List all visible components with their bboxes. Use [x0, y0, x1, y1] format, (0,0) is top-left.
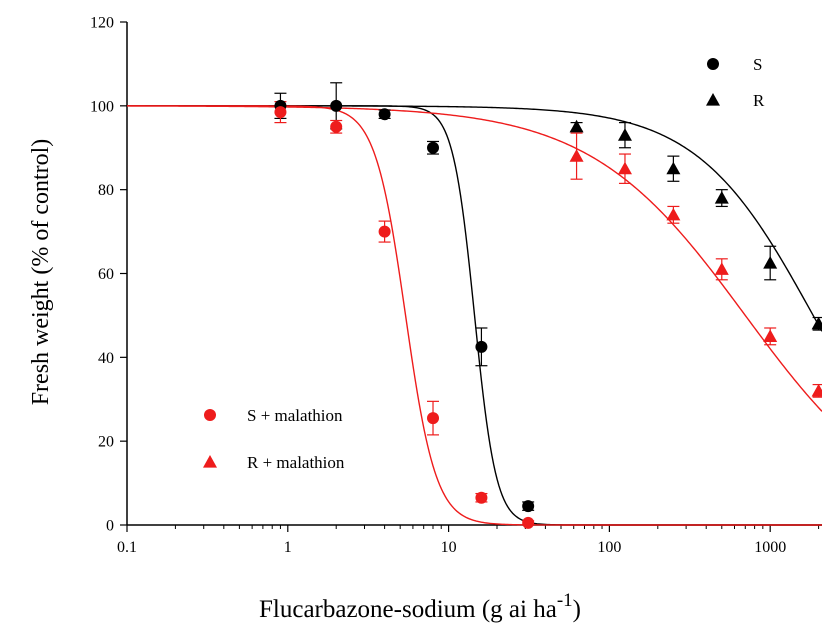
data-point: [666, 161, 681, 175]
fit-curves: [127, 105, 822, 526]
data-point: [427, 412, 440, 425]
legend-entry: R: [706, 91, 765, 110]
y-tick-label: 100: [90, 98, 114, 115]
x-axis-title-suffix: ): [573, 596, 581, 623]
data-point: [522, 516, 535, 529]
data-point: [427, 141, 440, 154]
data-point: [475, 340, 488, 353]
legend-marker: [706, 93, 720, 106]
error-bars: [274, 82, 822, 526]
legend-label: R: [753, 91, 765, 110]
x-tick-label: 0.1: [117, 539, 137, 556]
y-tick-label: 60: [98, 266, 114, 283]
legend-entry: S: [707, 55, 762, 74]
legend-marker: [707, 58, 719, 70]
data-point: [617, 128, 632, 141]
x-tick-label: 1000: [754, 539, 786, 556]
legend-label: R + malathion: [247, 453, 345, 472]
legend-label: S: [753, 55, 762, 74]
data-point: [378, 225, 391, 238]
data-point: [714, 191, 729, 204]
data-point: [617, 161, 632, 175]
legend-marker: [204, 409, 216, 421]
fit-curve: [127, 105, 822, 332]
legend-entry: S + malathion: [204, 406, 343, 425]
x-tick-label: 1: [284, 539, 292, 556]
data-point: [763, 256, 778, 269]
data-point: [378, 108, 391, 121]
legend-label: S + malathion: [247, 406, 343, 425]
x-tick-label: 10: [441, 539, 457, 556]
x-tick-label: 100: [597, 539, 621, 556]
data-point: [475, 491, 488, 504]
data-points: [274, 99, 822, 529]
data-point: [666, 207, 681, 221]
fit-curve: [127, 105, 822, 526]
x-axis-title: Flucarbazone-sodium (g ai ha-1): [259, 590, 581, 623]
y-tick-label: 80: [98, 182, 114, 199]
x-axis-title-superscript: -1: [557, 590, 573, 611]
data-point: [811, 383, 822, 397]
data-point: [569, 149, 584, 162]
data-point: [569, 119, 584, 133]
y-axis-title: Fresh weight (% of control): [28, 139, 54, 406]
legend-marker: [203, 455, 217, 468]
y-axis-ticks: 0 20 40 60 80 100 120: [90, 15, 127, 535]
x-axis-title-main: Flucarbazone-sodium (g ai ha: [259, 596, 557, 623]
y-tick-label: 40: [98, 350, 114, 367]
legend-entry: R + malathion: [203, 453, 345, 472]
x-axis-ticks: 0.1 1 10 100 1000: [117, 525, 820, 556]
fit-curve: [127, 105, 822, 412]
legend: SR S + malathion R + malathion: [203, 55, 765, 472]
data-point: [763, 329, 778, 342]
y-tick-label: 120: [90, 15, 114, 32]
data-point: [330, 99, 343, 112]
data-point: [714, 262, 729, 275]
data-point: [274, 106, 287, 119]
data-point: [330, 120, 343, 133]
y-tick-label: 0: [106, 518, 114, 535]
data-point: [522, 500, 535, 513]
y-tick-label: 20: [98, 434, 114, 451]
data-point: [811, 316, 822, 330]
